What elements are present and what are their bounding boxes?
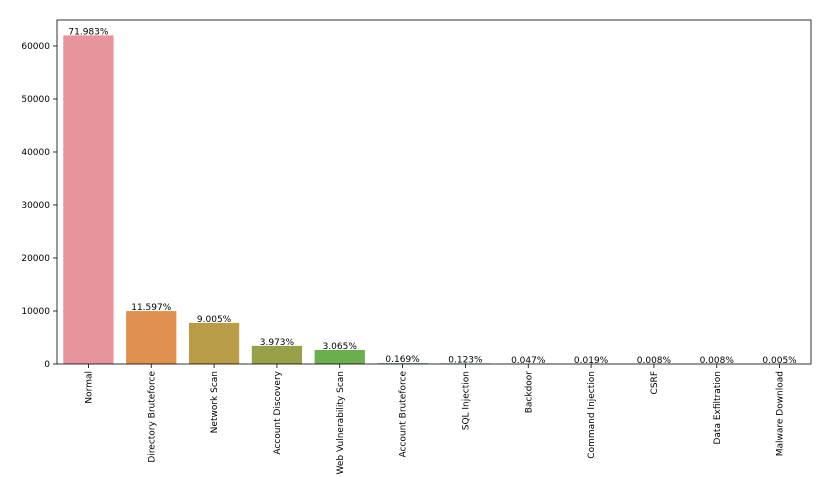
x-tick-label: Backdoor [524,371,534,414]
x-tick-label: Data Exfiltration [713,371,723,445]
data-label: 3.973% [260,338,295,348]
x-tick-label: Network Scan [210,371,220,433]
data-label: 0.123% [448,355,483,365]
bar [314,350,365,364]
data-label: 3.065% [323,342,358,352]
data-label: 0.005% [762,356,797,366]
bar [251,345,303,364]
data-label: 0.169% [385,355,420,365]
x-tick-label: Normal [84,371,94,404]
data-label: 0.008% [700,356,735,366]
data-label: 71.983% [68,27,108,37]
x-tick-label: Web Vulnerability Scan [336,371,346,475]
data-label: 9.005% [197,315,232,325]
x-tick-label: Directory Bruteforce [147,371,157,463]
x-tick-label: SQL Injection [461,371,471,430]
data-label: 11.597% [131,303,171,313]
y-tick-label: 10000 [21,307,50,317]
y-tick-label: 60000 [21,42,50,52]
data-label: 0.019% [574,356,609,366]
bar [63,35,114,365]
x-tick-label: CSRF [650,371,660,394]
y-tick-label: 0 [44,360,50,370]
y-tick-label: 50000 [21,95,50,105]
x-tick-label: Account Bruteforce [399,371,409,458]
y-tick-label: 20000 [21,254,50,264]
data-label: 0.047% [511,356,546,366]
bar [188,322,240,364]
x-tick-label: Command Injection [587,371,597,459]
x-tick-label: Malware Download [776,371,786,456]
bar [126,311,177,364]
y-tick-label: 30000 [21,201,50,211]
data-label: 0.008% [637,356,672,366]
y-tick-label: 40000 [21,148,50,158]
x-tick-label: Account Discovery [273,370,283,454]
plot-frame [56,19,812,365]
